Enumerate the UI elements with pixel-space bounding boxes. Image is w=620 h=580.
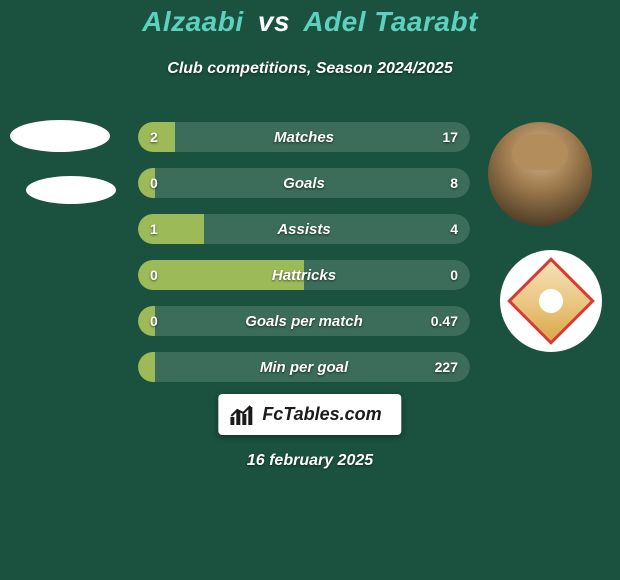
stat-value-left: 2	[150, 122, 158, 152]
stat-label: Goals per match	[138, 306, 470, 336]
club-badge-icon	[507, 257, 595, 345]
stat-label: Hattricks	[138, 260, 470, 290]
subtitle: Club competitions, Season 2024/2025	[0, 60, 620, 78]
brand-text: FcTables.com	[262, 404, 381, 425]
player2-name: Adel Taarabt	[303, 6, 478, 37]
stat-value-left: 0	[150, 260, 158, 290]
stat-row: Hattricks0 0	[138, 260, 470, 290]
stat-row: Goals0 8	[138, 168, 470, 198]
stat-label: Min per goal	[138, 352, 470, 382]
stat-value-right: 227	[435, 352, 458, 382]
player1-avatar	[10, 120, 110, 152]
stat-row: Goals per match0 0.47	[138, 306, 470, 336]
stat-value-left: 1	[150, 214, 158, 244]
generated-date: 16 february 2025	[0, 452, 620, 470]
stat-label: Matches	[138, 122, 470, 152]
stat-row: Assists1 4	[138, 214, 470, 244]
stat-label: Goals	[138, 168, 470, 198]
stat-value-right: 17	[442, 122, 458, 152]
stat-value-left: 0	[150, 306, 158, 336]
stat-row: Min per goal227	[138, 352, 470, 382]
comparison-title: Alzaabi vs Adel Taarabt	[0, 6, 620, 38]
stat-value-right: 4	[450, 214, 458, 244]
stat-value-right: 0.47	[431, 306, 458, 336]
stat-value-left: 0	[150, 168, 158, 198]
stat-value-right: 8	[450, 168, 458, 198]
stat-row: Matches2 17	[138, 122, 470, 152]
player2-club-badge	[500, 250, 602, 352]
brand-box: FcTables.com	[218, 394, 401, 435]
player2-avatar	[488, 122, 592, 226]
stat-label: Assists	[138, 214, 470, 244]
stats-container: Matches217Goals08Assists14Hattricks00Goa…	[138, 122, 470, 398]
title-vs: vs	[258, 6, 290, 37]
player1-club-badge	[26, 176, 116, 204]
bars-icon	[230, 405, 256, 425]
infographic-canvas: Alzaabi vs Adel Taarabt Club competition…	[0, 0, 620, 580]
stat-value-right: 0	[450, 260, 458, 290]
player1-name: Alzaabi	[142, 6, 244, 37]
